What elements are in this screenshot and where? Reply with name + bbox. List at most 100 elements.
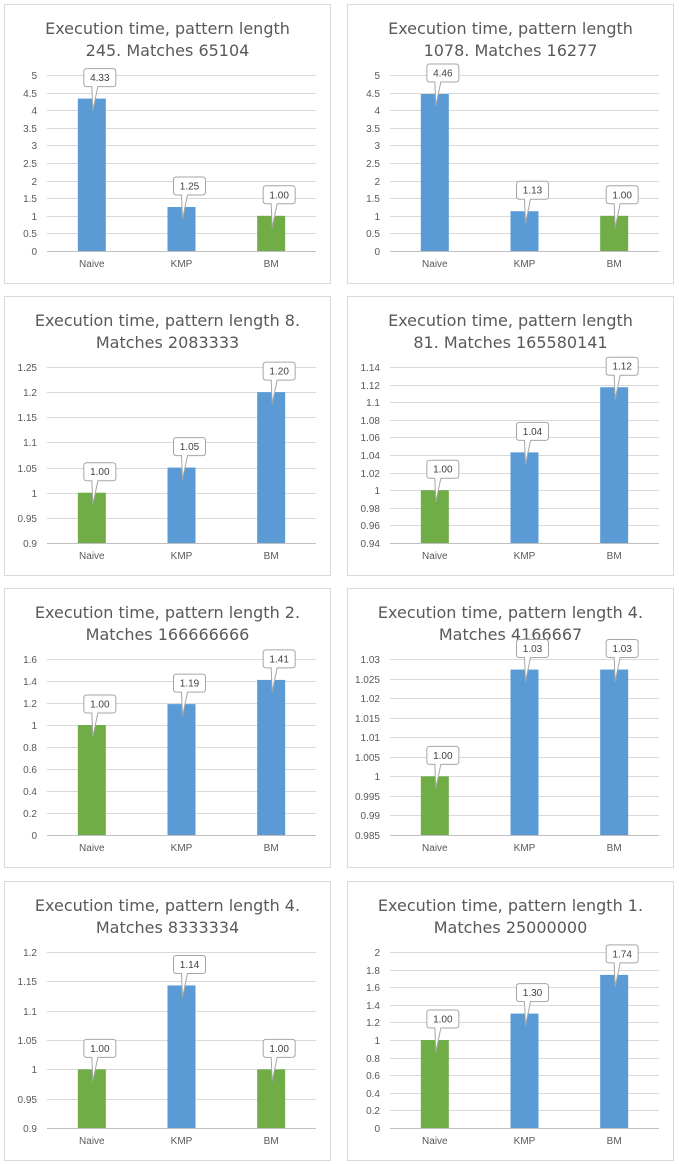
- data-label-callout: [83, 68, 117, 111]
- y-tick-label: 1.05: [18, 1036, 38, 1047]
- y-tick-label: 3.5: [366, 124, 380, 135]
- y-tick-label: 1.1: [366, 398, 380, 409]
- chart-panel: Execution time, pattern length 1078. Matc…: [347, 4, 674, 284]
- data-label-callout: [262, 185, 296, 228]
- x-category-label: KMP: [514, 1136, 536, 1147]
- bar-naive: [77, 98, 106, 251]
- data-label-callout: [426, 459, 460, 503]
- chart-panel: Execution time, pattern length 4. Matches…: [4, 881, 331, 1161]
- bar-kmp: [510, 669, 539, 835]
- y-tick-label: 1.08: [361, 416, 381, 427]
- data-label-callout: [426, 1009, 460, 1053]
- chart-svg: Execution time, pattern length 2. Matches…: [23, 603, 316, 854]
- chart-svg: Execution time, pattern length 1078. Matc…: [366, 19, 659, 270]
- bar-naive: [77, 1069, 106, 1128]
- y-tick-label: 0.4: [23, 787, 37, 798]
- x-category-label: Naive: [422, 1136, 448, 1147]
- x-category-label: KMP: [171, 843, 193, 854]
- y-tick-label: 1.5: [23, 194, 37, 205]
- bar-bm: [600, 669, 629, 835]
- data-label-callout: [262, 1038, 296, 1082]
- chart-svg: Execution time, pattern length 4. Matches…: [18, 896, 316, 1147]
- y-tick-label: 1.02: [361, 469, 381, 480]
- y-tick-label: 4: [374, 106, 380, 117]
- y-tick-label: 1: [31, 212, 37, 223]
- chart-title-line: Execution time, pattern length 2.: [35, 603, 300, 622]
- bar-bm: [600, 974, 629, 1128]
- bar-bm: [600, 215, 629, 251]
- data-label: 1.05: [180, 442, 200, 453]
- chart-panel: Execution time, pattern length 81. Matche…: [347, 296, 674, 576]
- bar-naive: [420, 94, 449, 252]
- x-category-label: Naive: [79, 259, 105, 270]
- bar-kmp: [167, 704, 196, 835]
- data-label: 1.74: [612, 949, 632, 960]
- y-tick-label: 2: [374, 948, 380, 959]
- y-tick-label: 4: [31, 106, 37, 117]
- y-tick-label: 1.1: [23, 438, 37, 449]
- y-tick-label: 0.98: [361, 504, 381, 515]
- y-tick-label: 1.14: [361, 363, 381, 374]
- data-label: 1.00: [433, 1015, 453, 1026]
- chart-title-line: Execution time, pattern length 4.: [378, 603, 643, 622]
- y-tick-label: 2: [374, 177, 380, 188]
- y-tick-label: 0.9: [23, 539, 37, 550]
- y-tick-label: 1.5: [366, 194, 380, 205]
- y-tick-label: 0.8: [366, 1054, 380, 1065]
- y-tick-label: 0.9: [23, 1124, 37, 1135]
- y-tick-label: 0.99: [361, 811, 381, 822]
- y-tick-label: 0.2: [23, 809, 37, 820]
- x-category-label: KMP: [171, 1136, 193, 1147]
- y-tick-label: 4.5: [23, 89, 37, 100]
- data-label: 1.00: [90, 700, 110, 711]
- y-tick-label: 1.25: [18, 363, 38, 374]
- chart-title-line: Execution time, pattern length 1.: [378, 896, 643, 915]
- x-category-label: BM: [264, 259, 279, 270]
- x-category-label: Naive: [422, 259, 448, 270]
- data-label: 1.13: [523, 186, 543, 197]
- y-tick-label: 1.05: [18, 464, 38, 475]
- data-label: 1.00: [90, 1044, 110, 1055]
- y-tick-label: 0.995: [355, 792, 380, 803]
- y-tick-label: 1.12: [361, 381, 381, 392]
- y-tick-label: 0.5: [23, 229, 37, 240]
- y-tick-label: 1.02: [361, 694, 381, 705]
- data-label-callout: [605, 185, 639, 228]
- y-tick-label: 1.6: [366, 983, 380, 994]
- data-label-callout: [426, 745, 460, 789]
- x-category-label: BM: [607, 1136, 622, 1147]
- chart-title-line: 81. Matches 165580141: [413, 333, 607, 352]
- x-category-label: BM: [264, 1136, 279, 1147]
- data-label: 1.20: [269, 367, 289, 378]
- y-tick-label: 0.94: [361, 539, 381, 550]
- y-tick-label: 0: [374, 1124, 380, 1135]
- data-label: 1.00: [269, 190, 289, 201]
- x-category-label: KMP: [514, 551, 536, 562]
- y-tick-label: 1.06: [361, 433, 381, 444]
- data-label: 4.33: [90, 73, 110, 84]
- data-label-callout: [605, 944, 639, 987]
- bar-bm: [600, 387, 629, 543]
- data-label: 1.00: [433, 465, 453, 476]
- x-category-label: Naive: [79, 843, 105, 854]
- bar-naive: [77, 492, 106, 543]
- y-tick-label: 1.2: [23, 699, 37, 710]
- data-label-callout: [83, 462, 117, 505]
- y-tick-label: 5: [374, 71, 380, 82]
- y-tick-label: 1.2: [23, 948, 37, 959]
- data-label: 4.46: [433, 69, 453, 80]
- bar-naive: [77, 725, 106, 835]
- y-tick-label: 0.96: [361, 521, 381, 532]
- y-tick-label: 3.5: [23, 124, 37, 135]
- y-tick-label: 1.4: [366, 1001, 380, 1012]
- data-label: 1.12: [612, 362, 632, 373]
- chart-panel: Execution time, pattern length 2. Matches…: [4, 588, 331, 868]
- data-label: 1.30: [523, 988, 543, 999]
- x-category-label: KMP: [514, 259, 536, 270]
- chart-title-line: Execution time, pattern length 8.: [35, 311, 300, 330]
- bar-bm: [257, 215, 286, 251]
- bar-kmp: [510, 452, 539, 543]
- data-label: 1.00: [90, 467, 110, 478]
- data-label-callout: [516, 983, 549, 1026]
- data-label: 1.25: [180, 182, 200, 193]
